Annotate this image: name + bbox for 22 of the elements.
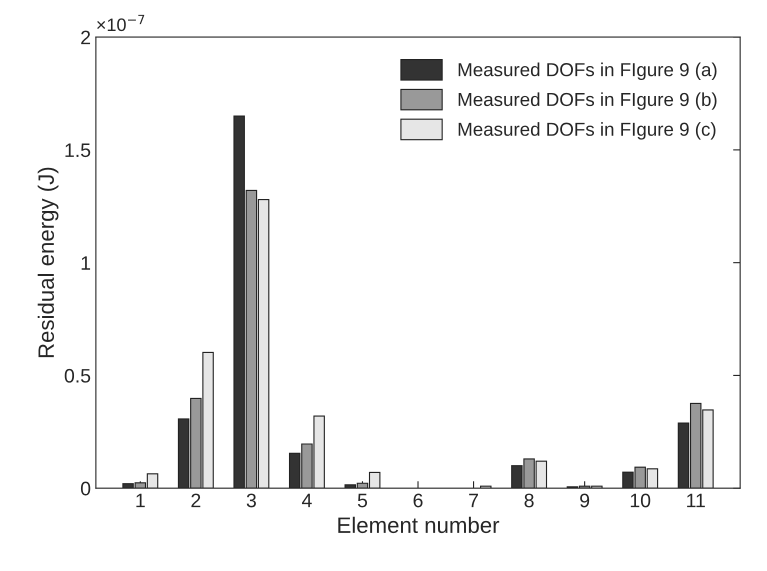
text: ×10$^{−7}$ [97, 14, 144, 32]
x-axis-title: Element number [338, 516, 500, 534]
y-tick-label: 0.5 [64, 368, 90, 383]
x-tick-label: 11 [687, 494, 705, 508]
x-tick-label: 5 [358, 494, 368, 508]
y-axis-title: Residual energy (J) [38, 168, 58, 358]
x-tick-label: 3 [246, 494, 256, 508]
y-tick-label: 2 [81, 30, 90, 44]
x-tick-label: 2 [191, 494, 200, 508]
x-tick-label: 6 [414, 494, 423, 508]
y-tick-label: 1.5 [65, 144, 90, 158]
y-tick-label: 1 [82, 256, 90, 270]
x-tick-label: 10 [630, 494, 650, 508]
legend-label: Measured DOFs in FIgure 9 (b) [458, 92, 717, 110]
legend-label: Measured DOFs in FIgure 9 (a) [458, 62, 717, 80]
x-tick-label: 4 [302, 494, 312, 508]
y-tick-label: 0 [80, 482, 90, 496]
x-tick-label: 1 [136, 494, 145, 508]
x-tick-label: 7 [469, 494, 478, 508]
x-tick-label: 8 [524, 494, 534, 508]
legend-label: Measured DOFs in FIgure 9 (c) [458, 122, 716, 140]
x-tick-label: 9 [580, 494, 590, 508]
